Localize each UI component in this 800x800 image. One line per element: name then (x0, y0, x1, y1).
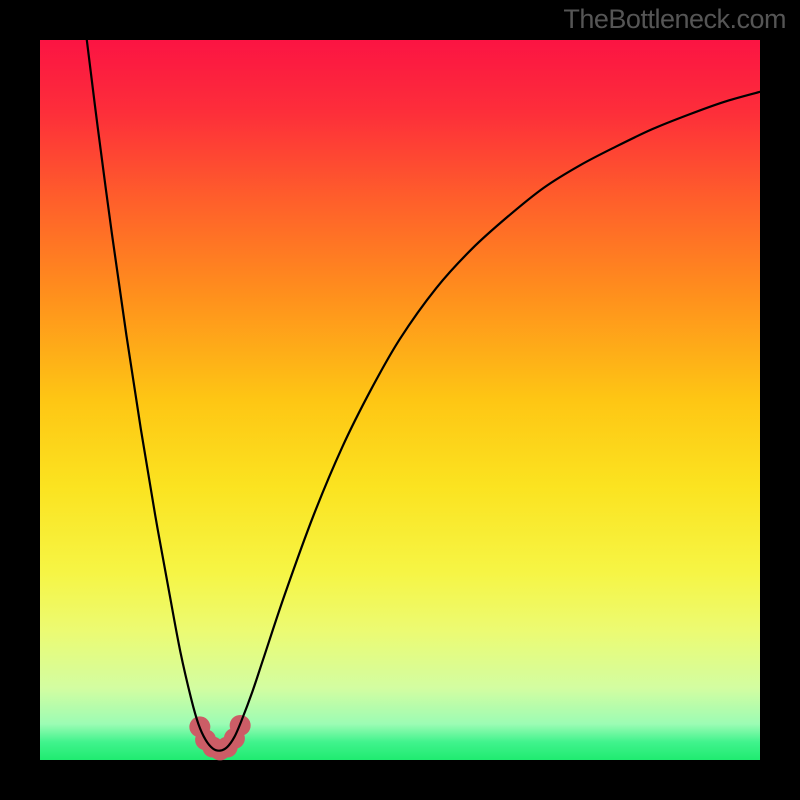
plot-area-gradient (40, 40, 760, 760)
watermark-label: TheBottleneck.com (563, 4, 786, 35)
chart-container: TheBottleneck.com (0, 0, 800, 800)
bottleneck-chart (0, 0, 800, 800)
